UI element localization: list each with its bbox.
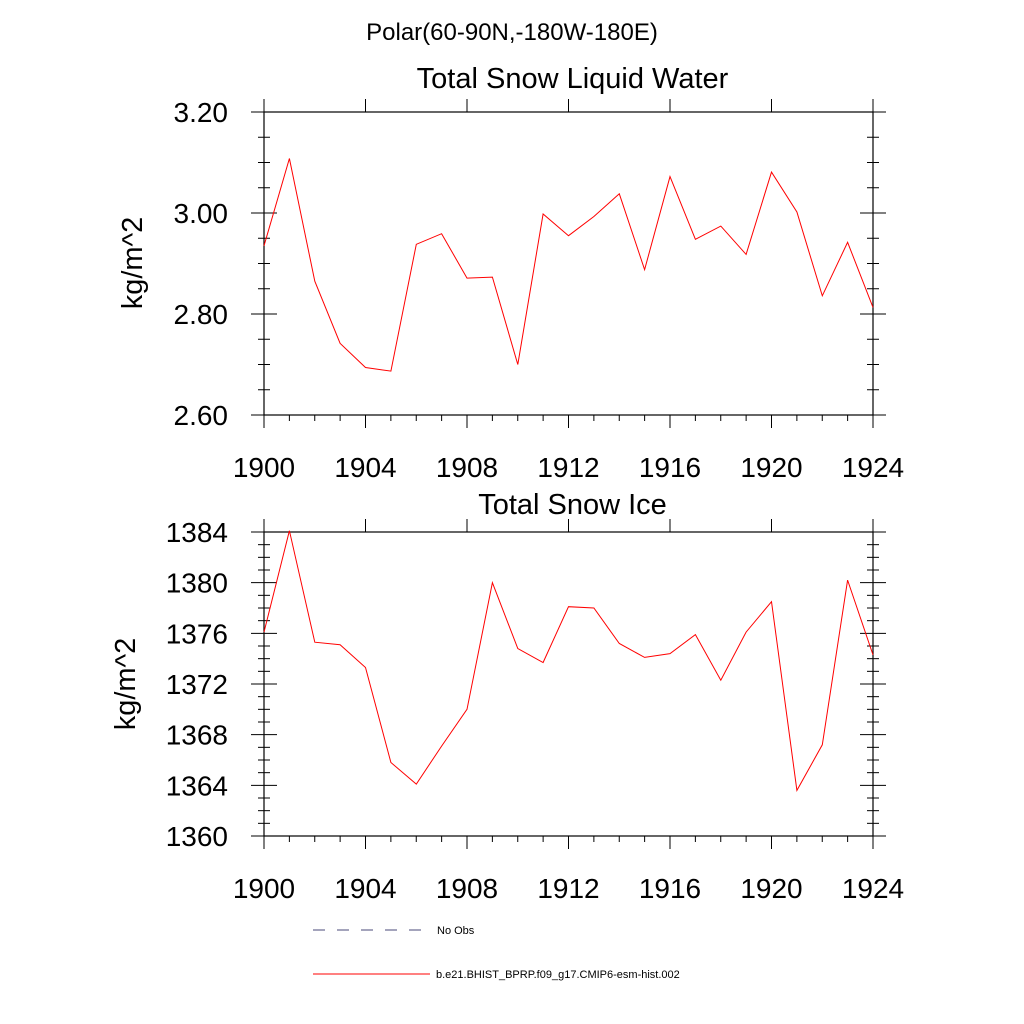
chart-title-liquid-water: Total Snow Liquid Water <box>417 63 729 95</box>
series-line-snow-ice <box>263 530 874 792</box>
x-tick-label-snow-ice: 1924 <box>842 873 904 904</box>
x-tick-label-snow-ice: 1904 <box>334 873 396 904</box>
x-tick-label-liquid-water: 1900 <box>233 452 295 483</box>
plot-frame-liquid-water <box>263 111 874 416</box>
x-tick-label-snow-ice: 1920 <box>740 873 802 904</box>
panel-snow-ice: Total Snow Ice kg/m^2 1900 1904 1908 1912 1916… <box>110 489 904 904</box>
y-tick-label-snow-ice: 1376 <box>166 618 228 649</box>
x-tick-label-snow-ice: 1912 <box>537 873 599 904</box>
y-tick-label-snow-ice: 1380 <box>166 568 228 599</box>
x-tick-label-snow-ice: 1908 <box>436 873 498 904</box>
y-axis-label-liquid-water: kg/m^2 <box>117 217 149 310</box>
y-tick-label-snow-ice: 1384 <box>166 517 228 548</box>
y-tick-label-liquid-water: 3.00 <box>174 198 229 229</box>
y-tick-label-snow-ice: 1372 <box>166 669 228 700</box>
x-tick-label-liquid-water: 1916 <box>639 452 701 483</box>
y-tick-label-snow-ice: 1364 <box>166 770 228 801</box>
panel-liquid-water: Total Snow Liquid Water kg/m^2 1900 1904 190… <box>117 63 904 483</box>
x-tick-label-liquid-water: 1924 <box>842 452 904 483</box>
figure-suptitle: Polar(60-90N,-180W-180E) <box>366 19 658 46</box>
x-tick-label-liquid-water: 1908 <box>436 452 498 483</box>
x-tick-label-snow-ice: 1916 <box>639 873 701 904</box>
x-tick-label-liquid-water: 1920 <box>740 452 802 483</box>
legend-label-model: b.e21.BHIST_BPRP.f09_g17.CMIP6-esm-hist.… <box>436 969 680 981</box>
series-line-liquid-water <box>263 158 874 372</box>
legend-label-no-obs: No Obs <box>437 925 475 937</box>
legend: No Obs b.e21.BHIST_BPRP.f09_g17.CMIP6-es… <box>313 925 680 981</box>
y-tick-label-snow-ice: 1360 <box>166 821 228 852</box>
y-tick-label-liquid-water: 2.80 <box>174 299 229 330</box>
x-tick-label-snow-ice: 1900 <box>233 873 295 904</box>
x-tick-label-liquid-water: 1912 <box>537 452 599 483</box>
y-tick-label-liquid-water: 3.20 <box>174 97 229 128</box>
chart-title-snow-ice: Total Snow Ice <box>478 489 667 521</box>
y-tick-label-snow-ice: 1368 <box>166 720 228 751</box>
y-axis-label-snow-ice: kg/m^2 <box>110 638 142 731</box>
plot-frame-snow-ice <box>263 531 874 837</box>
x-tick-label-liquid-water: 1904 <box>334 452 396 483</box>
y-tick-label-liquid-water: 2.60 <box>174 400 229 431</box>
